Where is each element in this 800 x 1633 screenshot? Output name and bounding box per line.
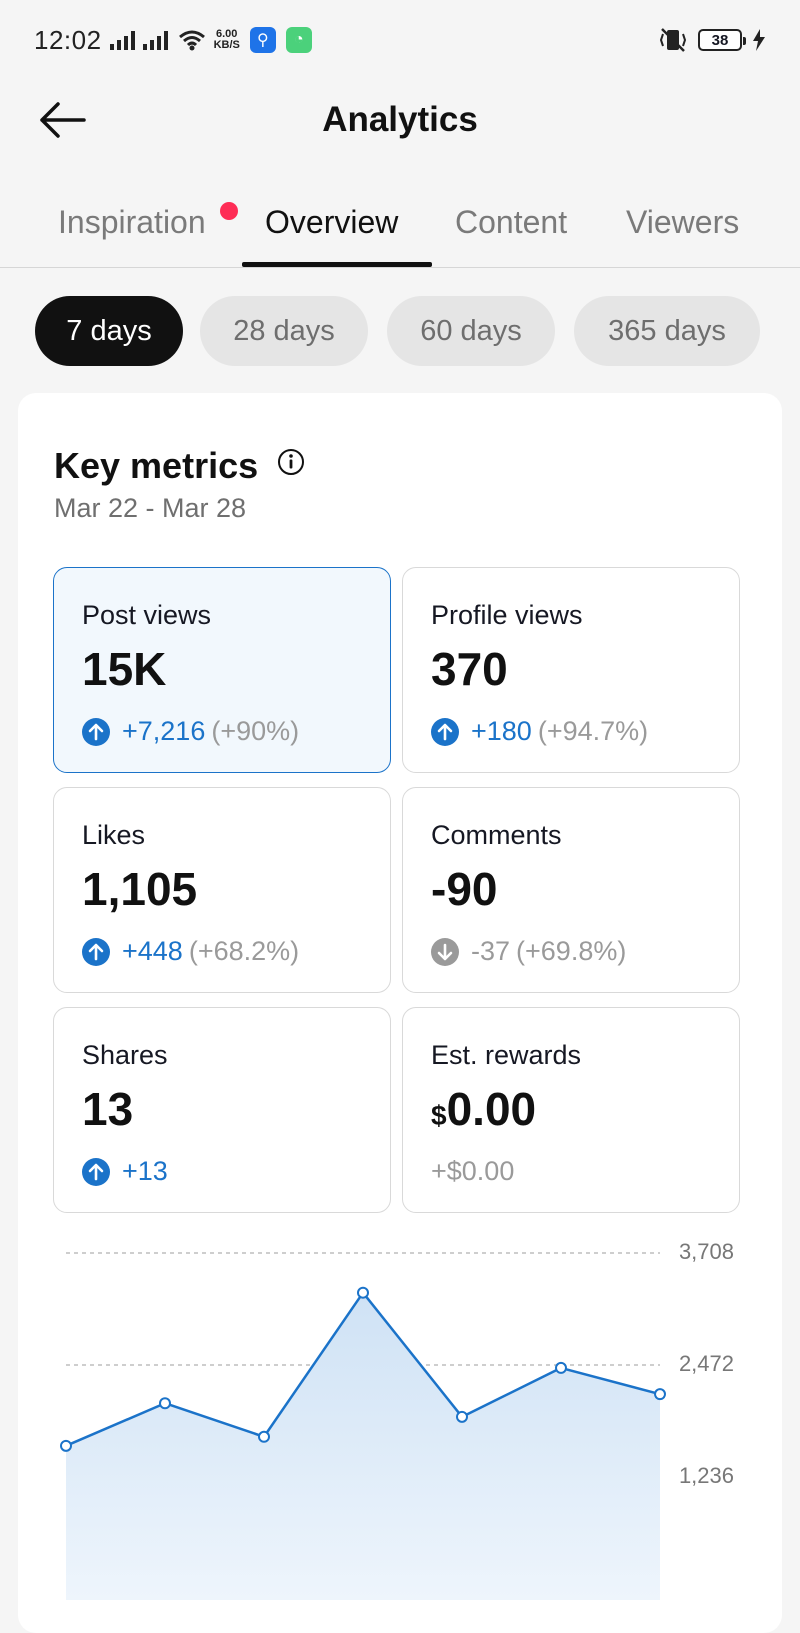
y-tick-label: 3,708: [678, 1239, 734, 1264]
delta-absolute: +7,216: [122, 716, 206, 746]
usb-icon: ⚲: [249, 27, 276, 53]
metric-est-rewards[interactable]: Est. rewards $0.00 +$0.00: [402, 1007, 740, 1213]
key-metrics-title: Key metrics: [54, 445, 259, 486]
data-point[interactable]: [60, 1439, 72, 1452]
data-point[interactable]: [555, 1361, 567, 1374]
metric-likes[interactable]: Likes 1,105 +448 (+68.2%): [53, 787, 391, 993]
back-button[interactable]: [36, 98, 88, 142]
y-tick-label: 2,472: [678, 1351, 734, 1376]
chart-svg: [60, 1252, 666, 1600]
battery-icon: 38: [698, 29, 746, 51]
metric-delta: +7,216 (+90%): [82, 716, 299, 747]
metric-value: 370: [431, 643, 508, 695]
series-area: [66, 1292, 660, 1600]
arrow-up-circle-icon: [82, 937, 110, 966]
status-time: 12:02: [34, 24, 102, 55]
battery-level: 38: [711, 31, 729, 49]
metric-value: 15K: [82, 643, 167, 695]
arrow-down-circle-icon: [431, 937, 459, 966]
app-icon: ◔: [285, 27, 312, 53]
notification-dot: [220, 202, 238, 220]
metric-value: -90: [431, 863, 498, 915]
data-point[interactable]: [159, 1397, 171, 1410]
signal-icon: [109, 30, 135, 50]
metric-comments[interactable]: Comments -90 -37 (+69.8%): [402, 787, 740, 993]
delta-percent: (+68.2%): [188, 936, 300, 966]
delta-percent: (+90%): [211, 716, 300, 746]
header: Analytics: [0, 80, 800, 160]
metric-amount: 0.00: [446, 1083, 537, 1135]
metric-delta: +448 (+68.2%): [82, 936, 299, 967]
data-point[interactable]: [258, 1430, 270, 1443]
status-bar: 12:02 6.00 KB/S ⚲ ◔ 38: [0, 0, 800, 80]
metric-delta: +180 (+94.7%): [431, 716, 648, 747]
arrow-left-icon: [40, 102, 86, 138]
tab-inspiration[interactable]: Inspiration: [58, 204, 206, 240]
metric-delta: +$0.00: [431, 1156, 514, 1187]
delta-percent: (+94.7%): [537, 716, 649, 746]
delta-absolute: +180: [471, 716, 532, 746]
metric-profile-views[interactable]: Profile views 370 +180 (+94.7%): [402, 567, 740, 773]
speed-value: 6.00: [216, 28, 238, 40]
active-tab-indicator: [242, 262, 432, 267]
metric-label: Post views: [82, 600, 212, 630]
metric-label: Profile views: [431, 600, 583, 630]
period-28-days[interactable]: 28 days: [200, 296, 368, 366]
delta-percent: (+69.8%): [516, 936, 627, 966]
data-point[interactable]: [654, 1388, 666, 1401]
currency-symbol: $: [431, 1100, 447, 1131]
delta-absolute: -37: [471, 936, 511, 966]
arrow-up-circle-icon: [82, 1157, 110, 1186]
metric-label: Likes: [82, 820, 146, 850]
delta-absolute: +13: [122, 1156, 168, 1186]
metric-value: $0.00: [431, 1082, 536, 1136]
metric-label: Shares: [82, 1040, 168, 1070]
date-range: Mar 22 - Mar 28: [54, 493, 247, 523]
tab-content[interactable]: Content: [455, 204, 568, 240]
post-views-chart: 3,708 2,472 1,236: [0, 1225, 800, 1600]
metric-delta: -37 (+69.8%): [431, 936, 626, 967]
tab-bar: Inspiration Overview Content Viewers: [0, 180, 800, 268]
metric-label: Comments: [431, 820, 562, 850]
data-point[interactable]: [456, 1410, 468, 1423]
metric-label: Est. rewards: [431, 1040, 582, 1070]
page-title: Analytics: [322, 100, 478, 139]
metric-post-views[interactable]: Post views 15K +7,216 (+90%): [53, 567, 391, 773]
y-tick-label: 1,236: [678, 1463, 734, 1488]
arrow-up-circle-icon: [431, 717, 459, 746]
period-7-days[interactable]: 7 days: [35, 296, 183, 366]
metric-value: 1,105: [82, 863, 198, 915]
arrow-up-circle-icon: [82, 717, 110, 746]
period-selector: 7 days 28 days 60 days 365 days: [0, 296, 800, 368]
metric-shares[interactable]: Shares 13 +13: [53, 1007, 391, 1213]
vibrate-icon: [659, 28, 687, 52]
signal-icon: [142, 30, 168, 50]
info-icon[interactable]: [276, 447, 306, 477]
metric-value: 13: [82, 1083, 134, 1135]
metric-delta: +13: [82, 1156, 168, 1187]
speed-unit: KB/S: [213, 39, 240, 51]
delta-absolute: +$0.00: [431, 1156, 515, 1186]
wifi-icon: [178, 30, 205, 51]
delta-absolute: +448: [122, 936, 183, 966]
data-point[interactable]: [357, 1286, 369, 1299]
tab-viewers[interactable]: Viewers: [626, 204, 740, 240]
period-365-days[interactable]: 365 days: [574, 296, 760, 366]
period-60-days[interactable]: 60 days: [387, 296, 555, 366]
tab-overview[interactable]: Overview: [265, 204, 399, 240]
charging-icon: [753, 29, 765, 51]
network-speed: 6.00 KB/S: [214, 29, 240, 51]
